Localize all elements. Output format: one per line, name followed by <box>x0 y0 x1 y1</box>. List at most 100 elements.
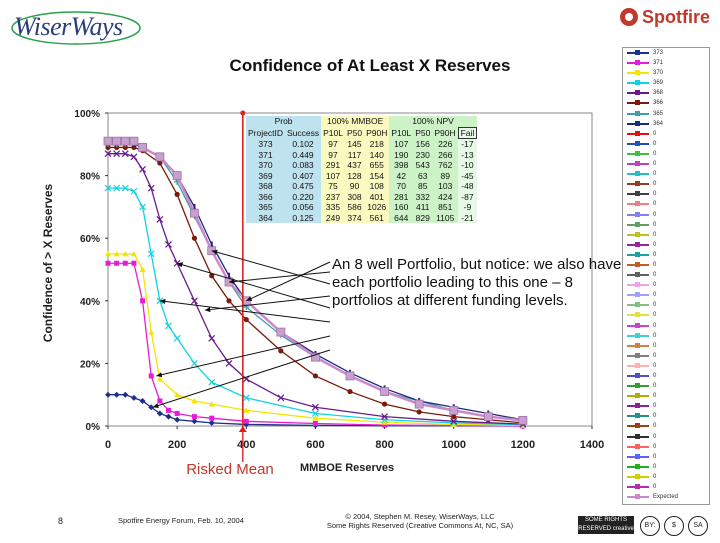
data-point-364 <box>210 241 213 248</box>
x-tick-label: 1000 <box>441 439 465 451</box>
legend-marker <box>635 322 640 328</box>
data-point-370 <box>174 391 181 398</box>
annotation-text: An 8 well Portfolio, but notice: we also… <box>332 256 622 309</box>
table-cell: -48 <box>458 181 477 192</box>
data-point-369 <box>312 410 319 417</box>
table-cell: 424 <box>432 191 459 202</box>
table-cell: 586 <box>344 202 365 213</box>
annotation-arrow <box>204 295 331 311</box>
data-point-369 <box>156 297 164 305</box>
legend-marker <box>635 171 640 177</box>
legend-marker <box>635 110 640 116</box>
legend-marker <box>635 261 640 267</box>
table-cell: 117 <box>344 149 365 160</box>
legend-label: 369 <box>653 80 664 87</box>
legend-marker <box>635 494 640 500</box>
data-point-368 <box>104 150 112 158</box>
annotation-arrow <box>246 261 331 302</box>
legend-label: 366 <box>653 100 664 107</box>
table-cell: 829 <box>413 212 433 223</box>
portfolio-table: Prob 100% MMBOE 100% NPV ProjectID Succes… <box>246 116 478 223</box>
data-point-Expected <box>311 352 320 362</box>
table-cell: 90 <box>344 181 365 192</box>
table-cell: -17 <box>458 138 477 150</box>
data-point-366 <box>122 144 128 151</box>
legend-label: 0 <box>653 373 657 379</box>
legend-label: 0 <box>653 473 657 480</box>
data-point-371 <box>114 260 120 266</box>
data-point-368 <box>450 417 458 425</box>
data-point-Expected <box>449 405 459 415</box>
annotation-arrow <box>177 262 331 309</box>
creative-commons-badge[interactable]: SOME RIGHTS RESERVED creative commons <box>578 516 634 541</box>
legend-label: 0 <box>653 150 657 157</box>
data-point-369 <box>130 187 138 195</box>
legend-marker <box>635 100 640 106</box>
data-point-371 <box>105 260 111 266</box>
legend-item: 0 <box>623 442 709 452</box>
legend-label: 373 <box>653 50 664 56</box>
table-group-header: 100% MMBOE <box>321 116 390 127</box>
x-tick-label: 0 <box>105 439 111 451</box>
data-point-Expected <box>112 136 122 146</box>
table-cell: 0.407 <box>284 170 322 181</box>
table-cell: 230 <box>413 149 433 160</box>
x-axis-label: MMBOE Reserves <box>300 462 395 474</box>
legend-label: 0 <box>653 362 657 369</box>
legend-label: 0 <box>653 282 657 289</box>
legend-marker <box>635 60 640 66</box>
data-point-368 <box>277 394 285 402</box>
legend-label: 0 <box>653 251 657 258</box>
legend-marker <box>635 403 640 409</box>
data-point-373 <box>165 413 172 420</box>
data-point-366 <box>105 144 111 151</box>
legend-item: 0 <box>623 411 709 421</box>
table-cell: 70 <box>389 181 414 192</box>
data-point-368 <box>130 153 138 161</box>
table-cell: 249 <box>321 212 345 223</box>
data-point-366 <box>191 235 198 241</box>
table-cell: 128 <box>344 170 365 181</box>
legend-label: 0 <box>653 130 657 137</box>
risked-mean-arrowhead <box>238 426 247 432</box>
copyright-line: © 2004, Stephen M. Resey, WiserWays, LLC <box>345 512 495 521</box>
table-cell: -87 <box>458 191 477 202</box>
data-point-Expected <box>483 412 493 422</box>
data-point-370 <box>148 329 155 335</box>
legend-item: 365 <box>623 109 709 119</box>
legend-marker <box>635 413 640 419</box>
chart-title: Confidence of At Least X Reserves <box>229 56 511 75</box>
data-point-373 <box>156 410 163 417</box>
data-point-369 <box>147 250 155 258</box>
data-point-366 <box>347 388 353 395</box>
table-cell: 370 <box>246 160 285 171</box>
legend-item: 0 <box>623 310 709 320</box>
table-cell: 97 <box>321 138 345 150</box>
legend-label: 0 <box>653 181 657 188</box>
legend-marker <box>635 393 640 399</box>
data-point-370 <box>381 419 388 425</box>
legend-marker <box>635 181 640 187</box>
legend-label: 0 <box>653 261 657 268</box>
y-tick-label: 40% <box>80 297 100 308</box>
table-cell: 75 <box>321 181 345 192</box>
annotation-arrowhead <box>159 298 166 305</box>
data-point-369 <box>121 184 129 192</box>
data-point-368 <box>208 334 216 342</box>
table-cell: 655 <box>364 160 390 171</box>
table-group-header-row: Prob 100% MMBOE 100% NPV <box>246 116 477 127</box>
legend-item: 0 <box>623 482 709 492</box>
data-point-369 <box>139 203 146 211</box>
table-cell: 0.449 <box>284 149 322 160</box>
data-point-368 <box>381 413 388 421</box>
data-point-369 <box>381 416 388 424</box>
table-cell: 1026 <box>364 202 390 213</box>
data-point-368 <box>312 403 319 411</box>
legend-item: 0 <box>623 300 709 310</box>
data-point-366 <box>451 414 457 420</box>
legend-marker <box>635 272 640 278</box>
table-cell: 108 <box>364 181 390 192</box>
annotation-arrow <box>228 271 331 283</box>
table-column-header: P50 <box>344 127 365 139</box>
legend-label: 0 <box>653 312 657 319</box>
